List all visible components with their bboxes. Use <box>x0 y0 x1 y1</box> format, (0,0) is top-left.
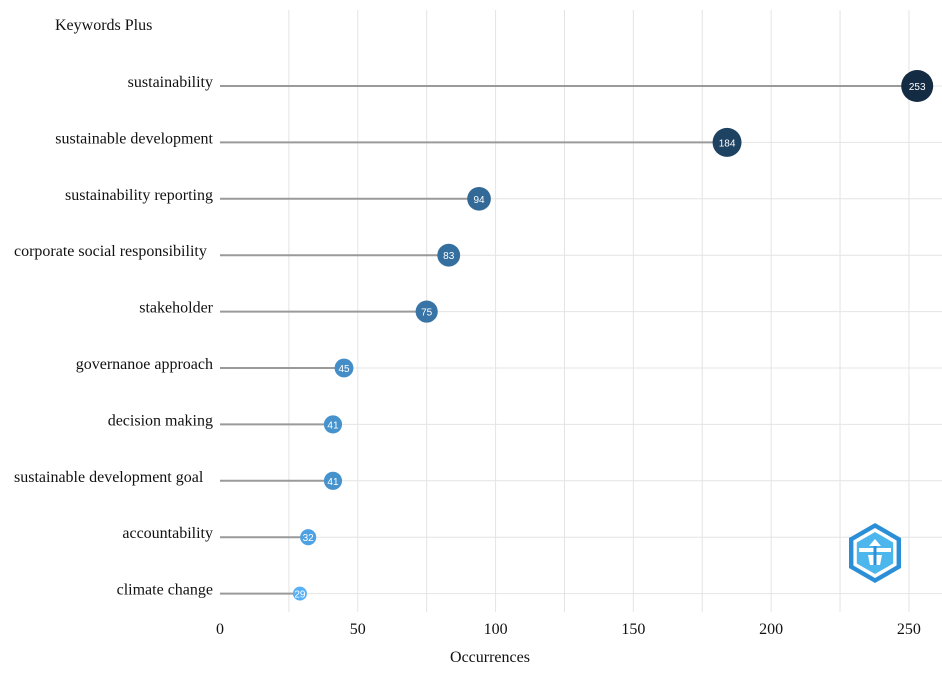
data-point <box>323 415 343 434</box>
data-point <box>334 358 354 378</box>
data-label: 83 <box>443 251 455 262</box>
data-point <box>712 127 742 157</box>
data-point <box>292 586 307 601</box>
data-label: 253 <box>909 82 926 93</box>
data-point <box>437 243 461 267</box>
category-label: accountability <box>122 525 213 542</box>
x-tick-label: 50 <box>350 621 366 638</box>
category-label: sustainability <box>128 74 213 91</box>
data-point <box>323 471 343 490</box>
marks <box>220 70 934 601</box>
hexagon-emblem-icon <box>849 523 901 583</box>
x-tick-label: 250 <box>897 621 921 638</box>
data-point <box>467 186 491 211</box>
category-label: decision making <box>108 412 213 429</box>
labels: 253 sustainability 184 sustainable developm… <box>14 74 926 638</box>
data-label: 45 <box>338 364 350 375</box>
data-label: 41 <box>327 420 339 431</box>
data-label: 29 <box>294 590 306 601</box>
x-axis-title: Occurrences <box>450 649 530 666</box>
data-label: 94 <box>473 195 485 206</box>
data-label: 32 <box>303 533 315 544</box>
data-label: 41 <box>327 477 339 488</box>
category-label: climate change <box>117 582 213 599</box>
x-tick-label: 100 <box>484 621 508 638</box>
data-point <box>415 300 438 323</box>
data-point <box>901 70 934 102</box>
category-label: sustainable development goal <box>14 469 204 486</box>
x-tick-label: 200 <box>759 621 783 638</box>
chart-title: Keywords Plus <box>55 17 152 34</box>
category-label: governanoe approach <box>76 356 213 373</box>
category-label: corporate social responsibility <box>14 243 207 260</box>
category-label: sustainability reporting <box>65 187 213 204</box>
x-tick-label: 150 <box>621 621 645 638</box>
data-label: 75 <box>421 308 433 319</box>
data-point <box>300 529 317 546</box>
category-label: stakeholder <box>139 300 213 317</box>
x-tick-label: 0 <box>216 621 224 638</box>
data-label: 184 <box>719 138 736 149</box>
category-label: sustainable development <box>55 130 213 147</box>
